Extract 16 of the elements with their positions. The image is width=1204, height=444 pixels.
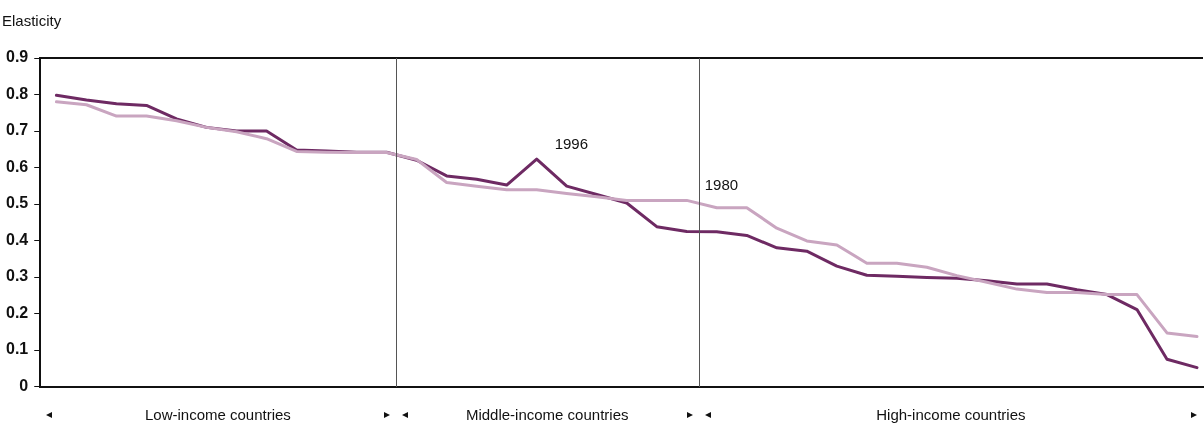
y-tick-label: 0.5 xyxy=(5,194,29,212)
text: Low-income countries xyxy=(144,405,291,423)
y-tick-label: 0.9 xyxy=(5,48,29,66)
y-tick-label: 0.8 xyxy=(5,84,29,102)
y-axis-title: Elasticity xyxy=(2,12,62,29)
y-tick-label: 0.2 xyxy=(5,303,29,321)
text: High-income countries xyxy=(876,405,1026,423)
y-tick-label: 0.3 xyxy=(5,267,29,285)
y-tick-label: 0.6 xyxy=(5,157,29,175)
y-tick-label: 0.4 xyxy=(5,230,29,248)
y-tick-label: 0.7 xyxy=(5,121,29,139)
text: Middle-income countries xyxy=(465,405,629,423)
y-tick-label: 0.1 xyxy=(5,340,29,358)
series-label: 1996 xyxy=(554,135,589,153)
y-tick-label: 0 xyxy=(19,377,29,395)
series-label: 1980 xyxy=(704,176,739,194)
